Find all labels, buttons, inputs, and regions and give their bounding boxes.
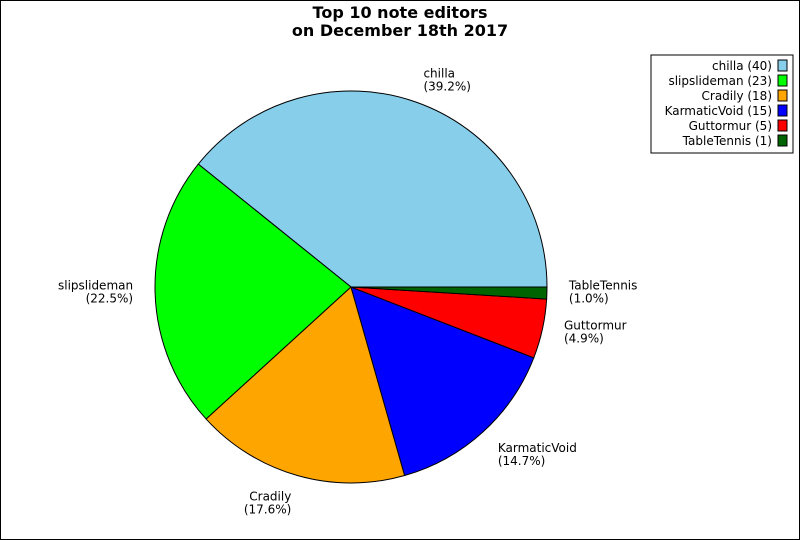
legend-box [650,54,794,154]
slice-label-guttormur: Guttormur (4.9%) [564,319,627,346]
legend-label-chilla: chilla (40) [712,59,772,73]
legend-swatch-cradily [777,89,788,102]
legend-label-karmaticvoid: KarmaticVoid (15) [665,104,772,118]
legend-swatch-guttormur [777,119,788,132]
chart-title: Top 10 note editors [313,3,488,22]
legend-swatch-tabletennis [777,134,788,147]
slice-label-tabletennis: TableTennis (1.0%) [568,279,638,306]
slice-label-slipslideman: slipslideman (22.5%) [58,279,133,306]
legend-swatch-chilla [777,59,788,72]
legend-swatch-karmaticvoid [777,104,788,117]
chart-subtitle: on December 18th 2017 [292,21,508,40]
legend-swatch-slipslideman [777,74,788,87]
pie-slice-tabletennis [350,286,548,300]
pie-slice-slipslideman [154,163,352,420]
legend-label-slipslideman: slipslideman (23) [668,74,772,88]
legend: chilla (40)slipslideman (23)Cradily (18)… [650,54,794,154]
slice-label-cradily: Cradily (17.6%) [244,490,291,517]
legend-label-cradily: Cradily (18) [702,89,773,103]
slice-label-chilla: chilla (39.2%) [423,66,470,93]
pie-slice-chilla [197,90,548,288]
legend-label-tabletennis: TableTennis (1) [682,134,772,148]
legend-label-guttormur: Guttormur (5) [689,119,772,133]
pie-slices [154,90,548,484]
pie-slice-karmaticvoid [350,286,535,477]
pie-slice-cradily [205,286,406,484]
slice-label-karmaticvoid: KarmaticVoid (14.7%) [498,441,577,468]
slice-labels: chilla (39.2%) slipslideman (22.5%) Cradily(… [58,66,637,516]
